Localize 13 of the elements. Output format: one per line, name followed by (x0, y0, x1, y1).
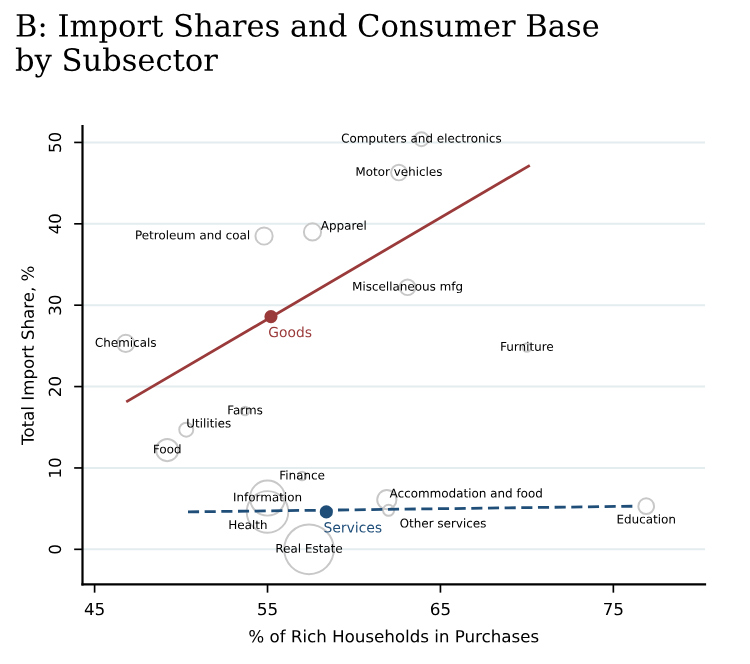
x-axis-title: % of Rich Households in Purchases (249, 629, 539, 643)
x-tick-label: 45 (84, 602, 104, 616)
y-tick-label: 10 (48, 458, 62, 477)
y-tick-label: 30 (48, 295, 62, 315)
y-tick-label: 40 (48, 214, 62, 234)
y-tick-label: 50 (48, 132, 62, 152)
y-tick-label: 0 (48, 545, 62, 554)
chart-title: B: Import Shares and Consumer Base by Subsector (15, 13, 599, 78)
x-tick-label: 55 (258, 602, 277, 616)
y-axis-title: Total Import Share, % (21, 266, 38, 445)
x-tick-label: 75 (604, 602, 623, 616)
y-tick-label: 20 (48, 377, 62, 396)
x-tick-label: 65 (431, 602, 450, 616)
